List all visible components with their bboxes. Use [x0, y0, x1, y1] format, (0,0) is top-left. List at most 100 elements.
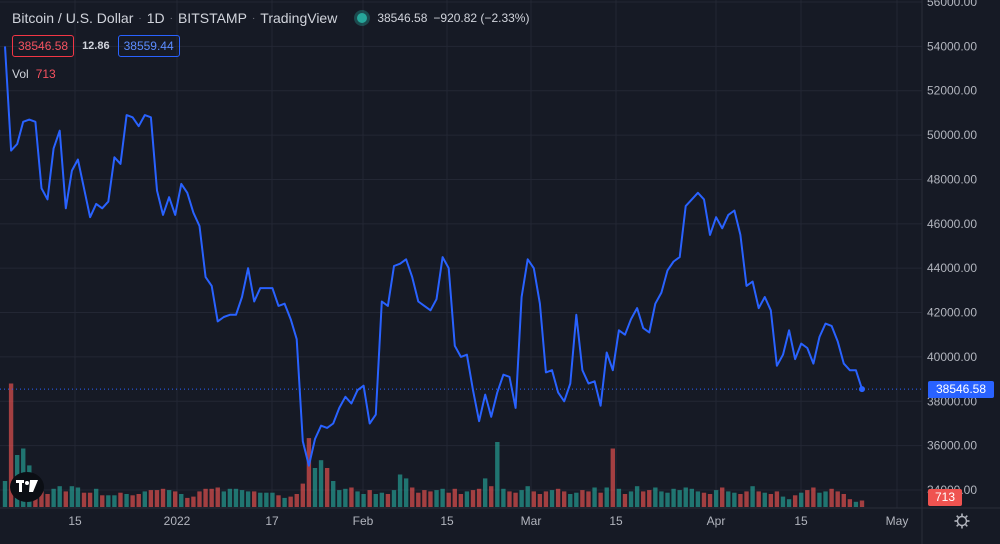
time-tick-label: May: [886, 514, 909, 528]
volume-bar: [288, 496, 293, 507]
exchange-label: BITSTAMP: [177, 10, 247, 26]
volume-bar: [659, 491, 664, 507]
volume-bar: [762, 492, 767, 507]
last-price-label: 38546.58: [377, 11, 428, 25]
volume-bar: [397, 474, 403, 507]
time-tick-label: 2022: [164, 514, 191, 528]
volume-bar: [683, 487, 688, 507]
volume-bar: [221, 491, 226, 507]
volume-bar: [270, 492, 275, 507]
volume-bar: [641, 491, 646, 507]
volume-bar: [264, 492, 269, 507]
volume-bar: [847, 499, 853, 507]
time-tick-label: 17: [265, 514, 279, 528]
price-tick-label: 48000.00: [927, 172, 977, 186]
volume-bar: [100, 495, 105, 507]
volume-bar: [738, 494, 743, 507]
volume-legend[interactable]: Vol 713: [12, 67, 56, 81]
volume-bar: [592, 487, 597, 507]
volume-bar: [580, 490, 585, 507]
volume-bar: [835, 491, 840, 507]
volume-bar: [537, 494, 543, 507]
volume-bar: [373, 494, 378, 507]
volume-bar: [148, 490, 154, 507]
volume-bar: [2, 481, 8, 507]
volume-bar: [124, 494, 129, 507]
volume-bar: [410, 487, 415, 507]
volume-bar: [209, 488, 214, 507]
volume-bar: [197, 491, 202, 507]
tradingview-logo-icon[interactable]: [10, 472, 44, 502]
volume-bar: [482, 478, 488, 507]
time-tick-label: 15: [440, 514, 454, 528]
volume-bar: [63, 491, 68, 507]
volume-bar: [653, 487, 658, 507]
volume-bar: [817, 492, 822, 507]
volume-bar: [713, 490, 719, 507]
volume-bar: [215, 487, 220, 507]
volume-bar: [160, 488, 166, 507]
price-series-line: [4, 46, 863, 467]
market-open-icon: [357, 13, 368, 23]
volume-bar: [440, 488, 445, 507]
last-price-tag: 38546.58: [928, 381, 994, 398]
volume-bar: [367, 490, 372, 507]
volume-bar: [859, 500, 865, 507]
volume-bar: [403, 478, 409, 507]
volume-bar: [628, 491, 634, 507]
settings-icon[interactable]: [954, 513, 970, 529]
volume-bar: [464, 491, 470, 507]
volume-bar: [179, 494, 184, 507]
volume-bar: [112, 495, 117, 507]
volume-tag: 713: [928, 489, 962, 506]
volume-bar: [337, 490, 342, 507]
volume-bar: [610, 448, 615, 507]
volume-bar: [695, 491, 701, 507]
volume-bar: [805, 490, 810, 507]
volume-bar: [555, 488, 561, 507]
volume-bar: [355, 491, 360, 507]
volume-bar: [75, 487, 81, 507]
volume-bar: [422, 490, 427, 507]
volume-bar: [458, 494, 464, 507]
volume-bar: [227, 488, 233, 507]
interval-label: 1D: [146, 10, 165, 26]
volume-bar: [306, 438, 312, 507]
volume-bar: [106, 495, 111, 507]
volume-bar: [568, 494, 573, 507]
volume-bar: [513, 492, 518, 507]
volume-bar: [239, 490, 245, 507]
volume-bar: [841, 494, 846, 507]
volume-bar: [39, 491, 44, 507]
volume-bar: [428, 491, 433, 507]
buy-price-button[interactable]: 38559.44: [117, 35, 180, 57]
volume-bar: [604, 487, 609, 507]
price-tick-label: 56000.00: [927, 0, 977, 9]
volume-bar: [750, 486, 755, 507]
volume-bar: [543, 491, 549, 507]
volume-bar: [87, 492, 93, 507]
volume-bar: [829, 488, 834, 507]
volume-bar: [154, 490, 160, 507]
price-change-label: −920.82 (−2.33%): [433, 11, 530, 25]
volume-bar: [792, 495, 798, 507]
volume-bar: [598, 492, 603, 507]
volume-bar: [446, 492, 451, 507]
volume-bar: [853, 501, 859, 507]
volume-bar: [252, 491, 257, 507]
volume-bar: [525, 486, 530, 507]
volume-bar: [142, 491, 147, 507]
volume-bar: [561, 491, 567, 507]
volume-bar: [434, 490, 439, 507]
volume-bar: [726, 491, 731, 507]
time-tick-label: Mar: [521, 514, 542, 528]
volume-bar: [203, 488, 208, 507]
symbol-legend[interactable]: Bitcoin / U.S. Dollar · 1D · BITSTAMP · …: [12, 10, 530, 26]
volume-bar: [586, 491, 591, 507]
volume-label: Vol: [12, 67, 29, 81]
volume-bar: [343, 488, 348, 507]
volume-bar: [282, 497, 287, 507]
sell-price-button[interactable]: 38546.58: [12, 35, 75, 57]
